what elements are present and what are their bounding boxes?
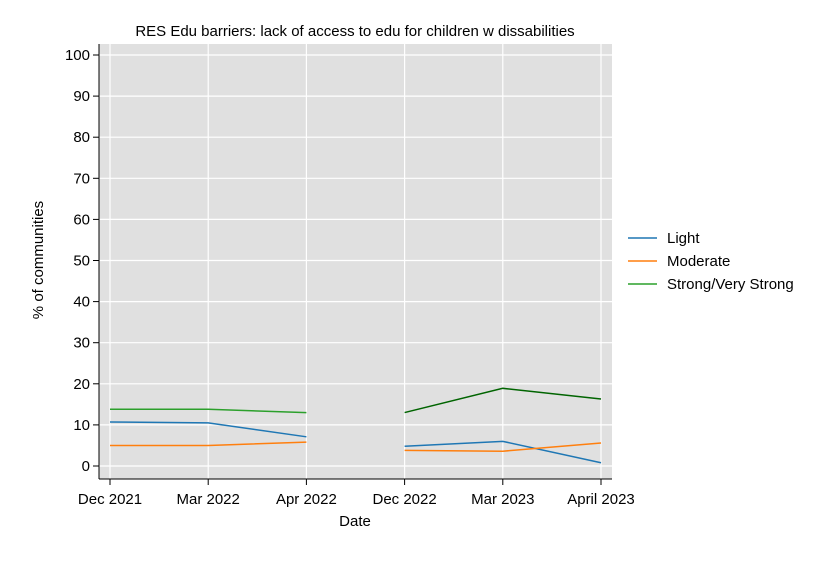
x-tick-label: Apr 2022 bbox=[276, 491, 337, 508]
y-tick-label: 70 bbox=[73, 170, 90, 187]
x-tick-label: Dec 2022 bbox=[372, 491, 436, 508]
legend-label: Moderate bbox=[667, 253, 730, 270]
x-axis-label: Date bbox=[339, 513, 371, 530]
series-line-light bbox=[109, 421, 307, 438]
series-line-strong-very-strong bbox=[110, 408, 307, 414]
x-tick-label: April 2023 bbox=[567, 491, 635, 508]
y-tick-label: 90 bbox=[73, 88, 90, 105]
series-line-strong-very-strong bbox=[404, 387, 602, 414]
y-tick-label: 0 bbox=[82, 458, 90, 475]
plot-area bbox=[99, 44, 612, 479]
legend: Light Moderate Strong/Very Strong bbox=[628, 230, 794, 293]
y-tick-label: 50 bbox=[73, 253, 90, 270]
series-lines bbox=[109, 387, 602, 464]
x-tick-label: Mar 2023 bbox=[471, 491, 534, 508]
legend-label: Light bbox=[667, 230, 700, 247]
y-tick-label: 80 bbox=[73, 129, 90, 146]
y-tick-label: 40 bbox=[73, 294, 90, 311]
axes: 0 10 20 30 40 50 60 70 80 90 100 Dec 2021 Mar 2022 Ap… bbox=[65, 44, 635, 508]
x-tick-label: Dec 2021 bbox=[78, 491, 142, 508]
grid-lines bbox=[99, 44, 612, 479]
y-tick-label: 10 bbox=[73, 417, 90, 434]
y-tick-label: 20 bbox=[73, 376, 90, 393]
chart-title: RES Edu barriers: lack of access to edu … bbox=[135, 23, 574, 40]
x-tick-label: Mar 2022 bbox=[177, 491, 240, 508]
series-line-light bbox=[404, 440, 602, 464]
legend-label: Strong/Very Strong bbox=[667, 276, 794, 293]
series-line-moderate bbox=[404, 442, 602, 452]
y-tick-label: 60 bbox=[73, 211, 90, 228]
y-tick-label: 30 bbox=[73, 335, 90, 352]
y-axis-label: % of communities bbox=[30, 201, 47, 319]
y-tick-label: 100 bbox=[65, 47, 90, 64]
series-line-moderate bbox=[110, 441, 307, 447]
